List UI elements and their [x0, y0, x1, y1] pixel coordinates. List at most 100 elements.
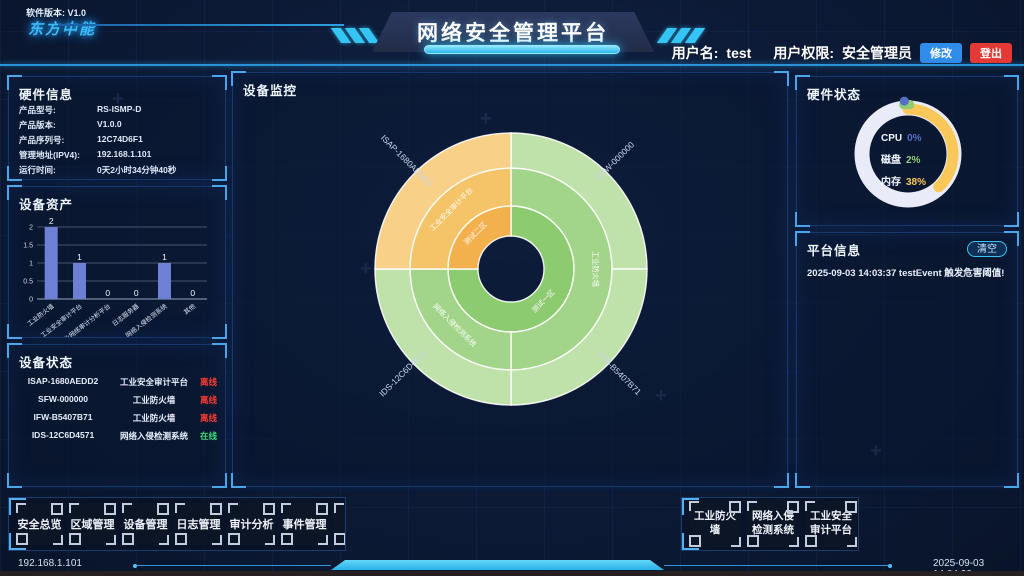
page-title: 网络安全管理平台	[417, 22, 609, 45]
header-divider-bottom	[0, 64, 1024, 66]
svg-text:0: 0	[105, 288, 110, 298]
nav-button-event-management[interactable]: 事件管理	[281, 503, 328, 545]
nav-button-security-overview[interactable]: 安全总览	[16, 503, 63, 545]
device-status-row: IFW-B5407B71 工业防火墙 离线	[15, 412, 217, 424]
hardware-status-donut-chart	[854, 96, 962, 208]
info-label: 产品序列号:	[19, 135, 65, 145]
statusbar-line	[137, 565, 331, 566]
nav-button-label: 工业防火墙	[694, 510, 736, 536]
nav-button-log-management[interactable]: 日志管理	[175, 503, 222, 545]
statusbar-dot	[133, 564, 137, 568]
svg-text:0: 0	[190, 288, 195, 298]
device-monitor-sunburst-chart[interactable]: 测试一区测试二区工业防火墙网络入侵检测系统工业安全审计平台SFW-000000I…	[233, 73, 789, 488]
svg-text:0.5: 0.5	[23, 279, 33, 286]
nav-button-label: 区域管理	[70, 519, 115, 531]
svg-text:1: 1	[77, 252, 82, 262]
nav-button-intrusion-detection[interactable]: 网络入侵检测系统	[747, 501, 799, 547]
nav-button-device-management[interactable]: 设备管理	[122, 503, 169, 545]
device-id: SFW-000000	[38, 394, 88, 404]
nav-button-label: 设备管理	[123, 519, 168, 531]
platform-event-message: 2025-09-03 14:03:37 testEvent 触发危害阈值!	[807, 268, 1005, 279]
hardware-status-title: 硬件状态	[807, 88, 862, 102]
svg-text:1: 1	[29, 261, 33, 268]
statusbar-progress-bar	[331, 560, 664, 570]
nav-button-label: 工业安全审计平台	[810, 510, 852, 536]
clear-button[interactable]: 清空	[967, 241, 1007, 257]
logout-button[interactable]: 登出	[970, 43, 1012, 63]
nav-button-zone-management[interactable]: 区域管理	[69, 503, 116, 545]
nav-button-industrial-firewall[interactable]: 工业防火墙	[689, 501, 741, 547]
hardware-status-panel: 硬件状态 CPU 0% 磁盘 2% 内存 38%	[795, 75, 1019, 227]
device-type: 网络入侵检测系统	[119, 431, 188, 441]
device-status-title: 设备状态	[19, 356, 74, 370]
svg-text:0: 0	[29, 297, 33, 304]
nav-button-security-clipped[interactable]: 安全	[334, 503, 345, 545]
info-label: 运行时间:	[19, 165, 56, 175]
device-type: 工业防火墙	[132, 395, 176, 405]
info-label: 管理地址(IPV4):	[19, 150, 80, 160]
svg-text:1.5: 1.5	[23, 243, 33, 250]
device-status-badge: 离线	[199, 413, 217, 423]
statusbar-dot	[888, 564, 892, 568]
nav-button-label: 事件管理	[282, 519, 327, 531]
svg-text:工业防火墙: 工业防火墙	[591, 251, 600, 287]
device-status-badge: 在线	[199, 431, 217, 441]
svg-text:其他: 其他	[182, 301, 198, 316]
toolbar-right-group: 工业防火墙 网络入侵检测系统 工业安全审计平台	[681, 497, 859, 551]
svg-text:2: 2	[29, 225, 33, 232]
info-value: V1.0.0	[97, 119, 122, 129]
nav-button-audit-analysis[interactable]: 审计分析	[228, 503, 275, 545]
hardware-status-legend: CPU 0% 磁盘 2% 内存 38%	[881, 133, 926, 195]
svg-text:IFW-B5407B71: IFW-B5407B71	[595, 349, 643, 397]
header-divider-left	[58, 24, 344, 26]
device-type: 工业安全审计平台	[119, 377, 188, 387]
legend-row: 磁盘 2%	[881, 155, 921, 166]
brand-logo: 东方中能	[28, 21, 97, 38]
statusbar-bottom-strip	[0, 571, 1024, 576]
nav-button-label: 安全总览	[17, 519, 62, 531]
hardware-info-panel: 硬件信息 产品型号: RS-ISMP-D 产品版本: V1.0.0 产品序列号: 12…	[7, 75, 227, 181]
nav-button-security-audit-platform[interactable]: 工业安全审计平台	[805, 501, 857, 547]
device-status-row: SFW-000000 工业防火墙 离线	[15, 394, 217, 406]
info-value: 192.168.1.101	[97, 149, 152, 159]
svg-text:SFW-000000: SFW-000000	[594, 139, 637, 182]
title-glow-bar	[424, 45, 620, 54]
role-label: 用户权限:	[773, 45, 834, 61]
modify-button[interactable]: 修改	[920, 43, 962, 63]
svg-text:IDS-12C6D4571: IDS-12C6D4571	[377, 347, 428, 398]
device-status-panel: 设备状态 ISAP-1680AEDD2 工业安全审计平台 离线 SFW-0000…	[7, 343, 227, 488]
statusbar-ip: 192.168.1.101	[18, 558, 82, 569]
device-type: 工业防火墙	[132, 413, 176, 423]
svg-text:0: 0	[134, 288, 139, 298]
svg-text:2: 2	[49, 216, 54, 226]
username-value: test	[726, 45, 752, 61]
device-status-row: ISAP-1680AEDD2 工业安全审计平台 离线	[15, 376, 217, 388]
device-status-badge: 离线	[199, 377, 217, 387]
nav-button-label: 网络入侵检测系统	[752, 510, 794, 536]
device-id: ISAP-1680AEDD2	[27, 376, 99, 386]
device-id: IFW-B5407B71	[33, 412, 93, 422]
toolbar-left-group: 安全总览 区域管理 设备管理 日志管理 审计分析 事件管理 安全	[8, 497, 346, 551]
device-status-row: IDS-12C6D4571 网络入侵检测系统 在线	[15, 430, 217, 442]
info-label: 产品型号:	[19, 105, 56, 115]
info-value: 0天2小时34分钟40秒	[97, 165, 177, 175]
nav-button-label: 日志管理	[176, 519, 221, 531]
device-status-badge: 离线	[199, 395, 217, 405]
device-assets-title: 设备资产	[19, 198, 74, 212]
device-assets-bar-chart: 00.511.522工业防火墙1工业安全审计平台0工业网络审计分析平台0日志服务…	[23, 216, 207, 337]
info-value: 12C74D6F1	[97, 134, 143, 144]
device-monitor-title: 设备监控	[243, 84, 298, 98]
device-id: IDS-12C6D4571	[31, 430, 95, 440]
info-label: 产品版本:	[19, 120, 56, 130]
role-value: 安全管理员	[842, 45, 912, 61]
device-monitor-panel: 设备监控 测试一区 测试二区 工业防火墙 网络入侵检测系统 工业安全审计平台 SFW-00…	[231, 71, 789, 488]
device-assets-panel: 设备资产 0 0.5 1 1.5 2 2 工业防火墙 1 工业安全审计平台 0 工业网络审计分析平台…	[7, 185, 227, 339]
statusbar-line	[664, 565, 888, 566]
legend-row: 内存 38%	[881, 177, 927, 188]
user-info-bar: 用户名: test 用户权限: 安全管理员 修改 登出	[672, 43, 1012, 63]
platform-info-panel: 平台信息 清空 2025-09-03 14:03:37 testEvent 触发…	[795, 231, 1019, 488]
svg-text:1: 1	[162, 252, 167, 262]
legend-row: CPU 0%	[881, 133, 922, 144]
software-version-label: 软件版本: V1.0	[26, 8, 87, 18]
